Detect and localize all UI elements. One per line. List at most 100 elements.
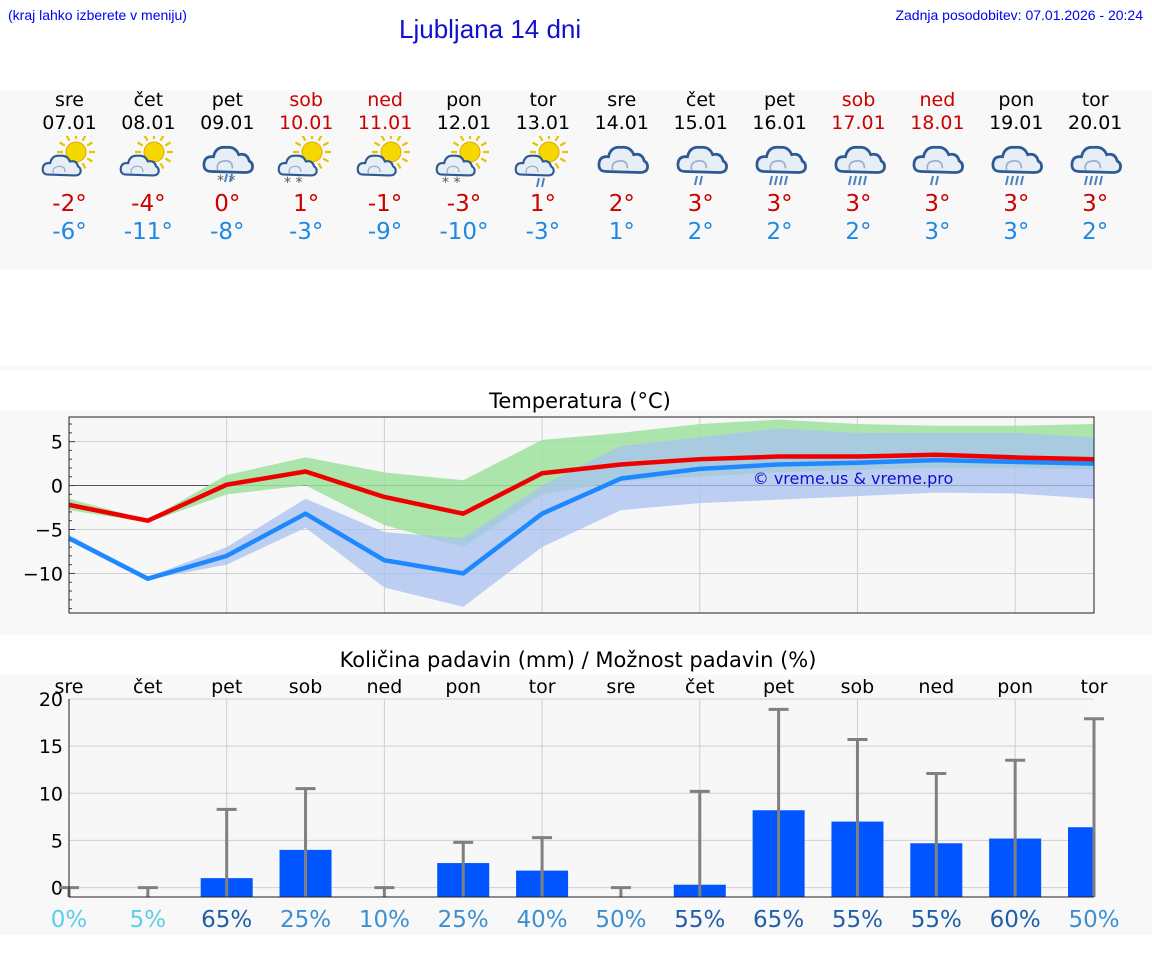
precip-probability-label: 65%	[201, 907, 252, 933]
precip-probability-label: 10%	[359, 907, 410, 933]
y-tick-label: 0	[51, 878, 63, 900]
forecast-day: pet 09.01 * * 0° -8°	[188, 88, 267, 246]
forecast-day: čet 15.01 3° 2°	[661, 88, 740, 246]
x-category-label: sob	[289, 676, 323, 698]
temp-min: 2°	[766, 219, 793, 245]
sun-cloud-icon	[118, 133, 178, 188]
y-tick-label: −10	[23, 563, 63, 585]
y-tick-label: 0	[51, 476, 63, 498]
precipitation-chart: Količina padavin (mm) / Možnost padavin …	[39, 648, 1120, 933]
day-date: 11.01	[357, 112, 413, 134]
day-name: ned	[919, 89, 956, 111]
forecast-day: sob 17.01 3° 2°	[819, 88, 898, 246]
precip-probability-label: 5%	[130, 907, 167, 933]
tmin-line	[67, 457, 1095, 581]
forecast-day: pon 12.01 * * -3° -10°	[425, 88, 504, 246]
precip-probability-label: 55%	[674, 907, 725, 933]
cloud-heavy-rain-icon	[750, 136, 810, 188]
temp-max: 3°	[1082, 191, 1109, 217]
day-name: čet	[133, 89, 164, 111]
day-name: pon	[998, 89, 1035, 111]
forecast-strip-background	[0, 90, 1152, 270]
sun-cloud-snow-icon: * *	[434, 133, 494, 191]
divider	[0, 366, 1152, 370]
day-date: 20.01	[1067, 112, 1123, 134]
precip-probability-label: 25%	[438, 907, 489, 933]
precip-probability-label: 50%	[1068, 907, 1119, 933]
chart-title: Količina padavin (mm) / Možnost padavin …	[340, 648, 817, 672]
temp-min: -3°	[525, 219, 561, 245]
temp-max: 3°	[687, 191, 714, 217]
precip-probability-label: 55%	[832, 907, 883, 933]
temp-min: -3°	[288, 219, 324, 245]
y-tick-label: −5	[35, 520, 63, 542]
x-category-label: sre	[606, 676, 635, 698]
cloud-light-rain-icon	[671, 136, 731, 188]
day-name: pon	[446, 89, 482, 111]
day-date: 07.01	[42, 112, 97, 134]
x-category-label: tor	[1081, 676, 1108, 698]
day-date: 15.01	[673, 112, 728, 134]
sun-cloud-snow-icon: * *	[276, 133, 336, 191]
svg-text:* *: * *	[284, 175, 302, 190]
x-category-label: pet	[211, 676, 242, 698]
last-update-text: Zadnja posodobitev: 07.01.2026 - 20:24	[895, 7, 1143, 23]
day-name: sob	[841, 89, 876, 111]
temp-max: 0°	[214, 191, 241, 217]
forecast-day: tor 13.01 1° -3°	[503, 88, 582, 246]
tmax-line	[68, 452, 1095, 523]
x-category-label: sob	[841, 676, 875, 698]
x-category-label: ned	[918, 676, 954, 698]
temp-min: 2°	[687, 219, 714, 245]
x-category-label: čet	[133, 676, 163, 698]
temp-max: 3°	[766, 191, 793, 217]
forecast-day: sre 07.01 -2° -6°	[30, 88, 109, 246]
cloud-rain-snow-icon: * *	[197, 136, 257, 189]
day-name: pet	[763, 89, 796, 111]
temp-max: 1°	[529, 191, 556, 217]
temp-min: 3°	[1003, 219, 1030, 245]
sun-cloud-icon	[40, 133, 100, 188]
sun-cloud-icon	[355, 133, 415, 188]
precip-probability-label: 50%	[595, 907, 646, 933]
forecast-day: tor 20.01 3° 2°	[1056, 88, 1135, 246]
forecast-day: pet 16.01 3° 2°	[740, 88, 819, 246]
cloud-heavy-rain-icon	[829, 136, 889, 188]
tmin-range-band	[69, 428, 1094, 607]
precip-probability-label: 65%	[753, 907, 804, 933]
day-date: 08.01	[121, 112, 176, 134]
temp-min: -9°	[367, 219, 403, 245]
x-category-label: ned	[366, 676, 402, 698]
x-category-label: tor	[529, 676, 556, 698]
x-category-label: čet	[685, 676, 715, 698]
day-name: sre	[55, 89, 84, 111]
temp-min: 3°	[924, 219, 951, 245]
temp-max: -1°	[367, 191, 403, 217]
location-hint-link[interactable]: (kraj lahko izberete v meniju)	[8, 7, 187, 23]
day-date: 19.01	[989, 112, 1044, 134]
forecast-day: čet 08.01 -4° -11°	[109, 88, 188, 246]
precip-probability-label: 40%	[517, 907, 568, 933]
temp-min: -8°	[210, 219, 245, 245]
cloud-heavy-rain-icon	[1065, 136, 1125, 188]
precip-bar	[1068, 827, 1094, 897]
day-date: 12.01	[436, 112, 492, 134]
day-date: 18.01	[910, 112, 965, 134]
day-name: tor	[1081, 89, 1109, 111]
temperature-chart: Temperatura (°C) 5 0 −5 −10 © vreme.us & vrem…	[23, 389, 1095, 614]
day-date: 10.01	[278, 112, 334, 134]
forecast-day: pon 19.01 3° 3°	[977, 88, 1056, 246]
temp-min: -11°	[123, 219, 173, 245]
x-category-label: pon	[445, 676, 481, 698]
temp-max: 3°	[1003, 191, 1030, 217]
precip-probability-label: 55%	[911, 907, 962, 933]
precip-probability-label: 0%	[51, 907, 88, 933]
cloud-icon	[592, 136, 652, 188]
chart-title: Temperatura (°C)	[488, 389, 671, 413]
forecast-day: sre 14.01 2° 1°	[582, 88, 661, 246]
day-name: pet	[211, 89, 243, 111]
day-name: ned	[367, 89, 403, 111]
precip-probability-label: 60%	[990, 907, 1041, 933]
temp-min: 2°	[845, 219, 872, 245]
precip-probability-label: 25%	[280, 907, 331, 933]
